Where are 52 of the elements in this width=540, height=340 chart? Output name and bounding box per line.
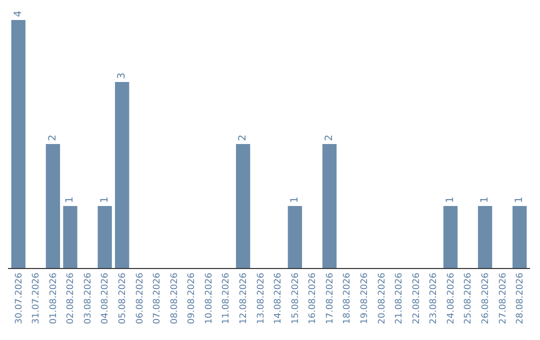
- x-tick-label: 19.08.2026: [360, 272, 370, 324]
- data-label: 1: [64, 196, 76, 203]
- bar: [236, 144, 250, 268]
- x-tick-label: 24.08.2026: [446, 272, 456, 324]
- data-label: 2: [47, 134, 58, 141]
- bar: [478, 206, 492, 268]
- x-tick-label: 05.08.2026: [118, 272, 128, 324]
- x-tick-label: 13.08.2026: [256, 272, 266, 324]
- x-tick-label: 22.08.2026: [412, 272, 422, 324]
- data-label: 2: [238, 134, 249, 141]
- data-label: 1: [480, 196, 491, 203]
- x-tick-label: 27.08.2026: [498, 272, 508, 324]
- x-tick-label: 28.08.2026: [516, 272, 526, 324]
- x-tick-label: 02.08.2026: [66, 272, 76, 324]
- bar: [443, 206, 458, 268]
- bar: [98, 206, 112, 268]
- bar: [114, 82, 130, 268]
- bar: [288, 206, 302, 268]
- x-tick-label: 23.08.2026: [429, 272, 440, 324]
- x-tick-label: 12.08.2026: [238, 272, 249, 324]
- bar: [11, 20, 26, 268]
- bar: [322, 144, 337, 268]
- x-tick-label: 15.08.2026: [290, 272, 301, 324]
- data-label: 1: [444, 196, 456, 203]
- x-tick-label: 26.08.2026: [480, 272, 491, 324]
- bar: [46, 144, 60, 268]
- x-tick-label: 18.08.2026: [342, 272, 353, 324]
- x-tick-label: 16.08.2026: [308, 272, 318, 324]
- x-tick-label: 08.08.2026: [170, 272, 180, 324]
- x-tick-label: 07.08.2026: [152, 272, 163, 324]
- bar: [512, 206, 527, 268]
- x-tick-label: 31.07.2026: [32, 272, 42, 324]
- data-label: 1: [99, 196, 110, 203]
- x-tick-label: 20.08.2026: [377, 272, 388, 324]
- x-tick-label: 03.08.2026: [83, 272, 94, 324]
- bar: [63, 206, 78, 268]
- x-tick-label: 01.08.2026: [48, 272, 59, 324]
- x-tick-label: 21.08.2026: [394, 272, 405, 324]
- data-label: 1: [289, 196, 300, 203]
- x-tick-label: 10.08.2026: [204, 272, 214, 324]
- x-tick-label: 11.08.2026: [222, 272, 232, 324]
- data-label: 2: [324, 134, 335, 141]
- data-label: 1: [514, 196, 526, 203]
- x-tick-label: 06.08.2026: [135, 272, 146, 324]
- x-tick-label: 04.08.2026: [100, 272, 111, 324]
- data-label: 3: [116, 72, 128, 79]
- data-label: 4: [12, 10, 24, 17]
- x-tick-label: 17.08.2026: [325, 272, 336, 324]
- x-tick-label: 30.07.2026: [14, 272, 24, 324]
- x-tick-label: 25.08.2026: [464, 272, 474, 324]
- x-tick-label: 14.08.2026: [274, 272, 284, 324]
- x-tick-label: 09.08.2026: [187, 272, 198, 324]
